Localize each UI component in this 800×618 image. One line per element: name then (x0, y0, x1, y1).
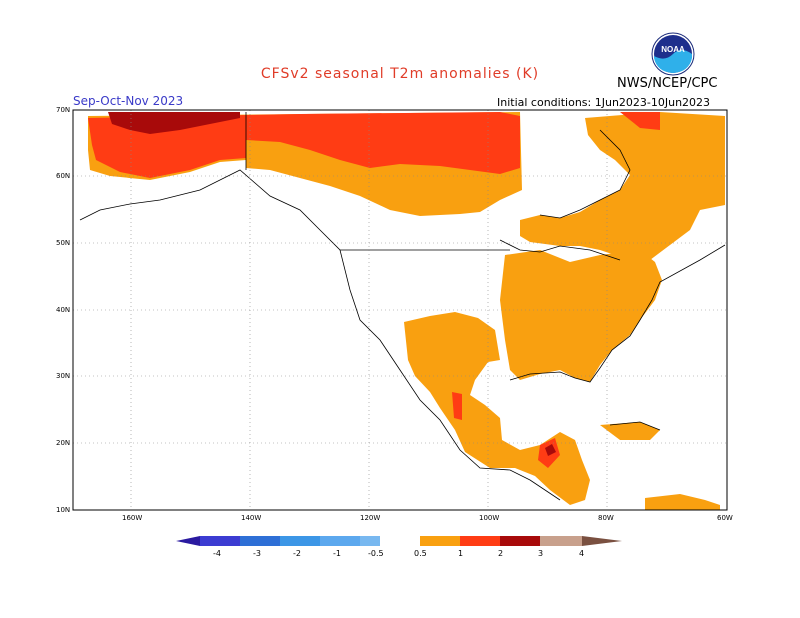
lat-label: 50N (56, 239, 71, 247)
colorbar-swatch (280, 536, 320, 546)
graticule (73, 110, 727, 510)
lat-label: 60N (56, 172, 71, 180)
colorbar-arrow-left (176, 536, 200, 546)
agency-label: NWS/NCEP/CPC (617, 76, 718, 91)
colorbar-label: -3 (253, 549, 261, 558)
colorbar-swatch (360, 536, 380, 546)
chart-title: CFSv2 seasonal T2m anomalies (K) (260, 66, 540, 82)
colorbar-label: 1 (458, 549, 464, 558)
colorbar-swatch (200, 536, 240, 546)
lat-label: 30N (56, 372, 71, 380)
colorbar-swatch (460, 536, 500, 546)
lat-label: 20N (56, 439, 71, 447)
colorbar-label: -2 (293, 549, 301, 558)
colorbar-swatch (380, 536, 420, 546)
colorbar-label: -0.5 (368, 549, 384, 558)
lon-label: 100W (479, 514, 500, 522)
initial-conditions-label: Initial conditions: 1Jun2023-10Jun2023 (497, 96, 711, 109)
colorbar-swatch (540, 536, 582, 546)
colorbar-swatch (320, 536, 360, 546)
colorbar-label: 4 (579, 549, 585, 558)
colorbar-arrow-right (582, 536, 622, 546)
lat-label: 40N (56, 306, 71, 314)
lon-label: 60W (717, 514, 733, 522)
colorbar-swatch (240, 536, 280, 546)
colorbar-swatch (420, 536, 460, 546)
anomaly-above-2 (108, 112, 556, 456)
colorbar-label: 2 (498, 549, 504, 558)
lat-label: 10N (56, 506, 71, 514)
colorbar-swatch (500, 536, 540, 546)
season-label: Sep-Oct-Nov 2023 (73, 94, 184, 108)
coastlines (79, 112, 726, 501)
lon-label: 80W (598, 514, 614, 522)
colorbar-label: -1 (333, 549, 341, 558)
lon-label: 160W (122, 514, 143, 522)
lat-label: 70N (56, 106, 71, 114)
colorbar-label: 0.5 (414, 549, 427, 558)
colorbar-label: 3 (538, 549, 544, 558)
svg-text:NOAA: NOAA (661, 45, 685, 54)
lon-label: 140W (241, 514, 262, 522)
noaa-logo-icon: NOAA (651, 32, 695, 76)
lon-label: 120W (360, 514, 381, 522)
colorbar-label: -4 (213, 549, 221, 558)
